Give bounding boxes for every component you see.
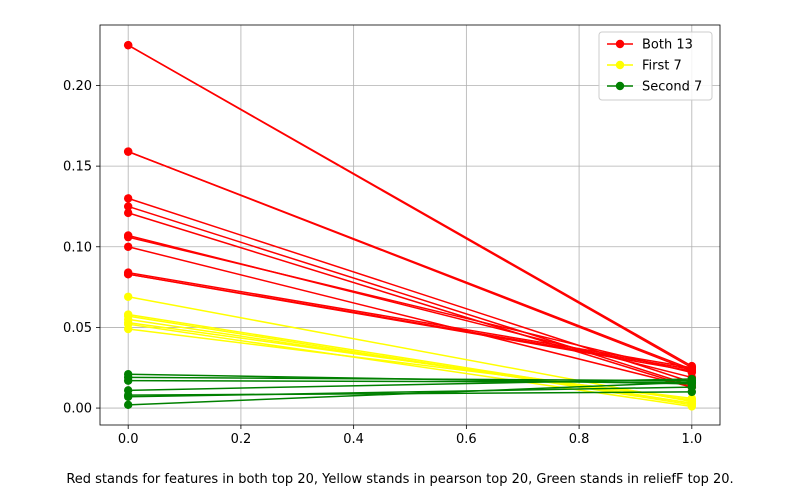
x-tick-label: 0.0 — [118, 432, 139, 447]
axes: 0.0 0.2 0.4 0.6 0.8 1.0 0.00 0.05 0.10 0.15 0.20 — [63, 24, 721, 447]
series-line — [128, 376, 692, 382]
series-line — [128, 378, 692, 392]
data-point — [687, 365, 697, 374]
series-line — [127, 150, 693, 372]
legend-box — [598, 31, 713, 101]
data-point — [123, 242, 133, 251]
legend-label: Both 13 — [642, 38, 693, 53]
x-tick-label: 0.4 — [343, 432, 364, 447]
series-line — [128, 273, 692, 371]
data-point — [123, 392, 133, 401]
series-line — [127, 205, 693, 387]
figure-caption: Red stands for features in both top 20, … — [66, 472, 734, 487]
x-tick-label: 0.2 — [231, 432, 252, 447]
series-line — [128, 296, 692, 403]
plot-frame — [99, 24, 721, 426]
series-line — [128, 246, 692, 388]
series-line — [128, 328, 692, 400]
series-line — [128, 236, 692, 374]
data-point — [687, 394, 697, 403]
series-line — [128, 379, 692, 384]
data-point — [687, 378, 697, 387]
series-line — [128, 315, 692, 406]
series-lines — [123, 40, 697, 411]
legend-marker — [615, 60, 625, 70]
x-tick-label: 0.8 — [569, 432, 590, 447]
y-tick-label: 0.15 — [63, 160, 92, 175]
data-point — [123, 40, 133, 50]
series-line — [128, 386, 692, 398]
y-tick-label: 0.10 — [63, 240, 92, 255]
legend-label: Second 7 — [642, 80, 702, 95]
series-line — [127, 44, 693, 367]
legend-label: First 7 — [642, 59, 682, 74]
data-point — [123, 376, 133, 385]
data-point — [123, 292, 133, 301]
legend: Both 13 First 7 Second 7 — [598, 31, 713, 101]
data-point — [687, 402, 697, 411]
series-line — [128, 381, 692, 406]
y-tick-label: 0.05 — [63, 321, 92, 336]
x-tick-label: 0.6 — [456, 432, 477, 447]
x-tick-label: 1.0 — [681, 432, 702, 447]
data-point — [123, 194, 133, 203]
data-point — [123, 232, 133, 242]
line-chart: 0.0 0.2 0.4 0.6 0.8 1.0 0.00 0.05 0.10 0.15 0.20 B… — [63, 24, 721, 447]
y-tick-label: 0.20 — [63, 79, 92, 94]
data-point — [123, 400, 133, 410]
data-point — [123, 324, 133, 334]
data-point — [123, 202, 133, 211]
data-point — [123, 269, 133, 279]
data-point — [123, 208, 133, 218]
legend-marker — [615, 81, 625, 91]
y-tick-label: 0.00 — [63, 402, 92, 417]
legend-marker — [615, 39, 625, 49]
series-line — [128, 271, 692, 369]
data-point — [123, 147, 133, 156]
series-line — [127, 212, 693, 388]
